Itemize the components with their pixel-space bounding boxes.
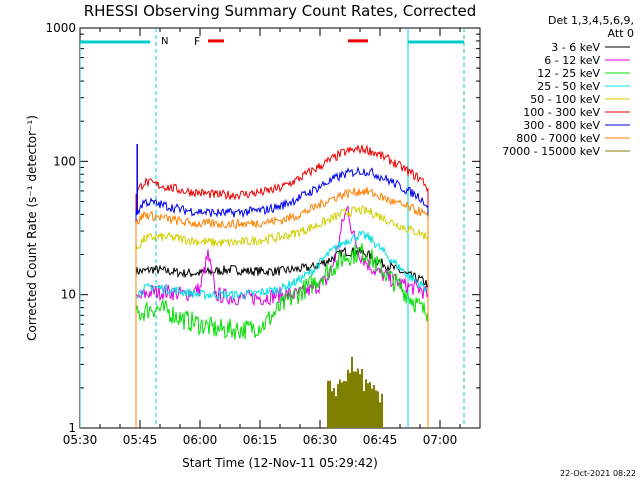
x-axis-label: Start Time (12-Nov-11 05:29:42) [182,456,378,470]
plot-frame [79,27,481,429]
y-tick-label: 10 [61,288,76,302]
x-tick-label: 06:00 [183,433,218,447]
legend-entry-label: 25 - 50 keV [537,80,600,93]
timestamp: 22-Oct-2021 08:22 [560,469,636,478]
legend-header-line-1: Det 1,3,4,5,6,9, [548,14,634,27]
x-tick-label: 07:00 [423,433,458,447]
legend-entry-label: 3 - 6 keV [551,41,600,54]
y-axis-label: Corrected Count Rate (s⁻¹ detector⁻¹) [25,115,39,341]
night-label: N [161,36,168,47]
series-line [135,242,429,428]
legend-entry-label: 100 - 300 keV [523,106,600,119]
y-tick-label: 1000 [45,21,76,35]
series-line [135,144,429,428]
x-tick-labels: 05:30 05:45 06:00 06:15 06:30 06:45 07:00 [63,433,458,447]
chart-title: RHESSI Observing Summary Count Rates, Co… [84,2,477,20]
x-tick-label: 05:45 [123,433,158,447]
legend-entry-label: 800 - 7000 keV [516,132,600,145]
x-tick-label: 06:15 [243,433,278,447]
series-line [135,246,429,428]
x-tick-label: 05:30 [63,433,98,447]
series-line [135,204,429,428]
series-line [135,205,429,428]
legend-entry-label: 50 - 100 keV [530,93,600,106]
plot-clipped [80,28,465,428]
flare-label: F [194,35,200,48]
legend-entry-label: 7000 - 15000 keV [502,145,600,158]
series-line [135,187,429,428]
series-line [135,230,429,428]
x-tick-label: 06:45 [363,433,398,447]
legend-entry-label: 300 - 800 keV [523,119,600,132]
x-tick-label: 06:30 [303,433,338,447]
legend-entry-label: 12 - 25 keV [537,67,600,80]
y-tick-label: 1 [68,421,76,435]
legend-header-line-2: Att 0 [608,27,634,40]
y-tick-label: 100 [53,154,76,168]
series-line [135,165,429,428]
y-tick-labels: 1 10 100 1000 [45,21,76,435]
legend-entry-label: 6 - 12 keV [544,54,600,67]
